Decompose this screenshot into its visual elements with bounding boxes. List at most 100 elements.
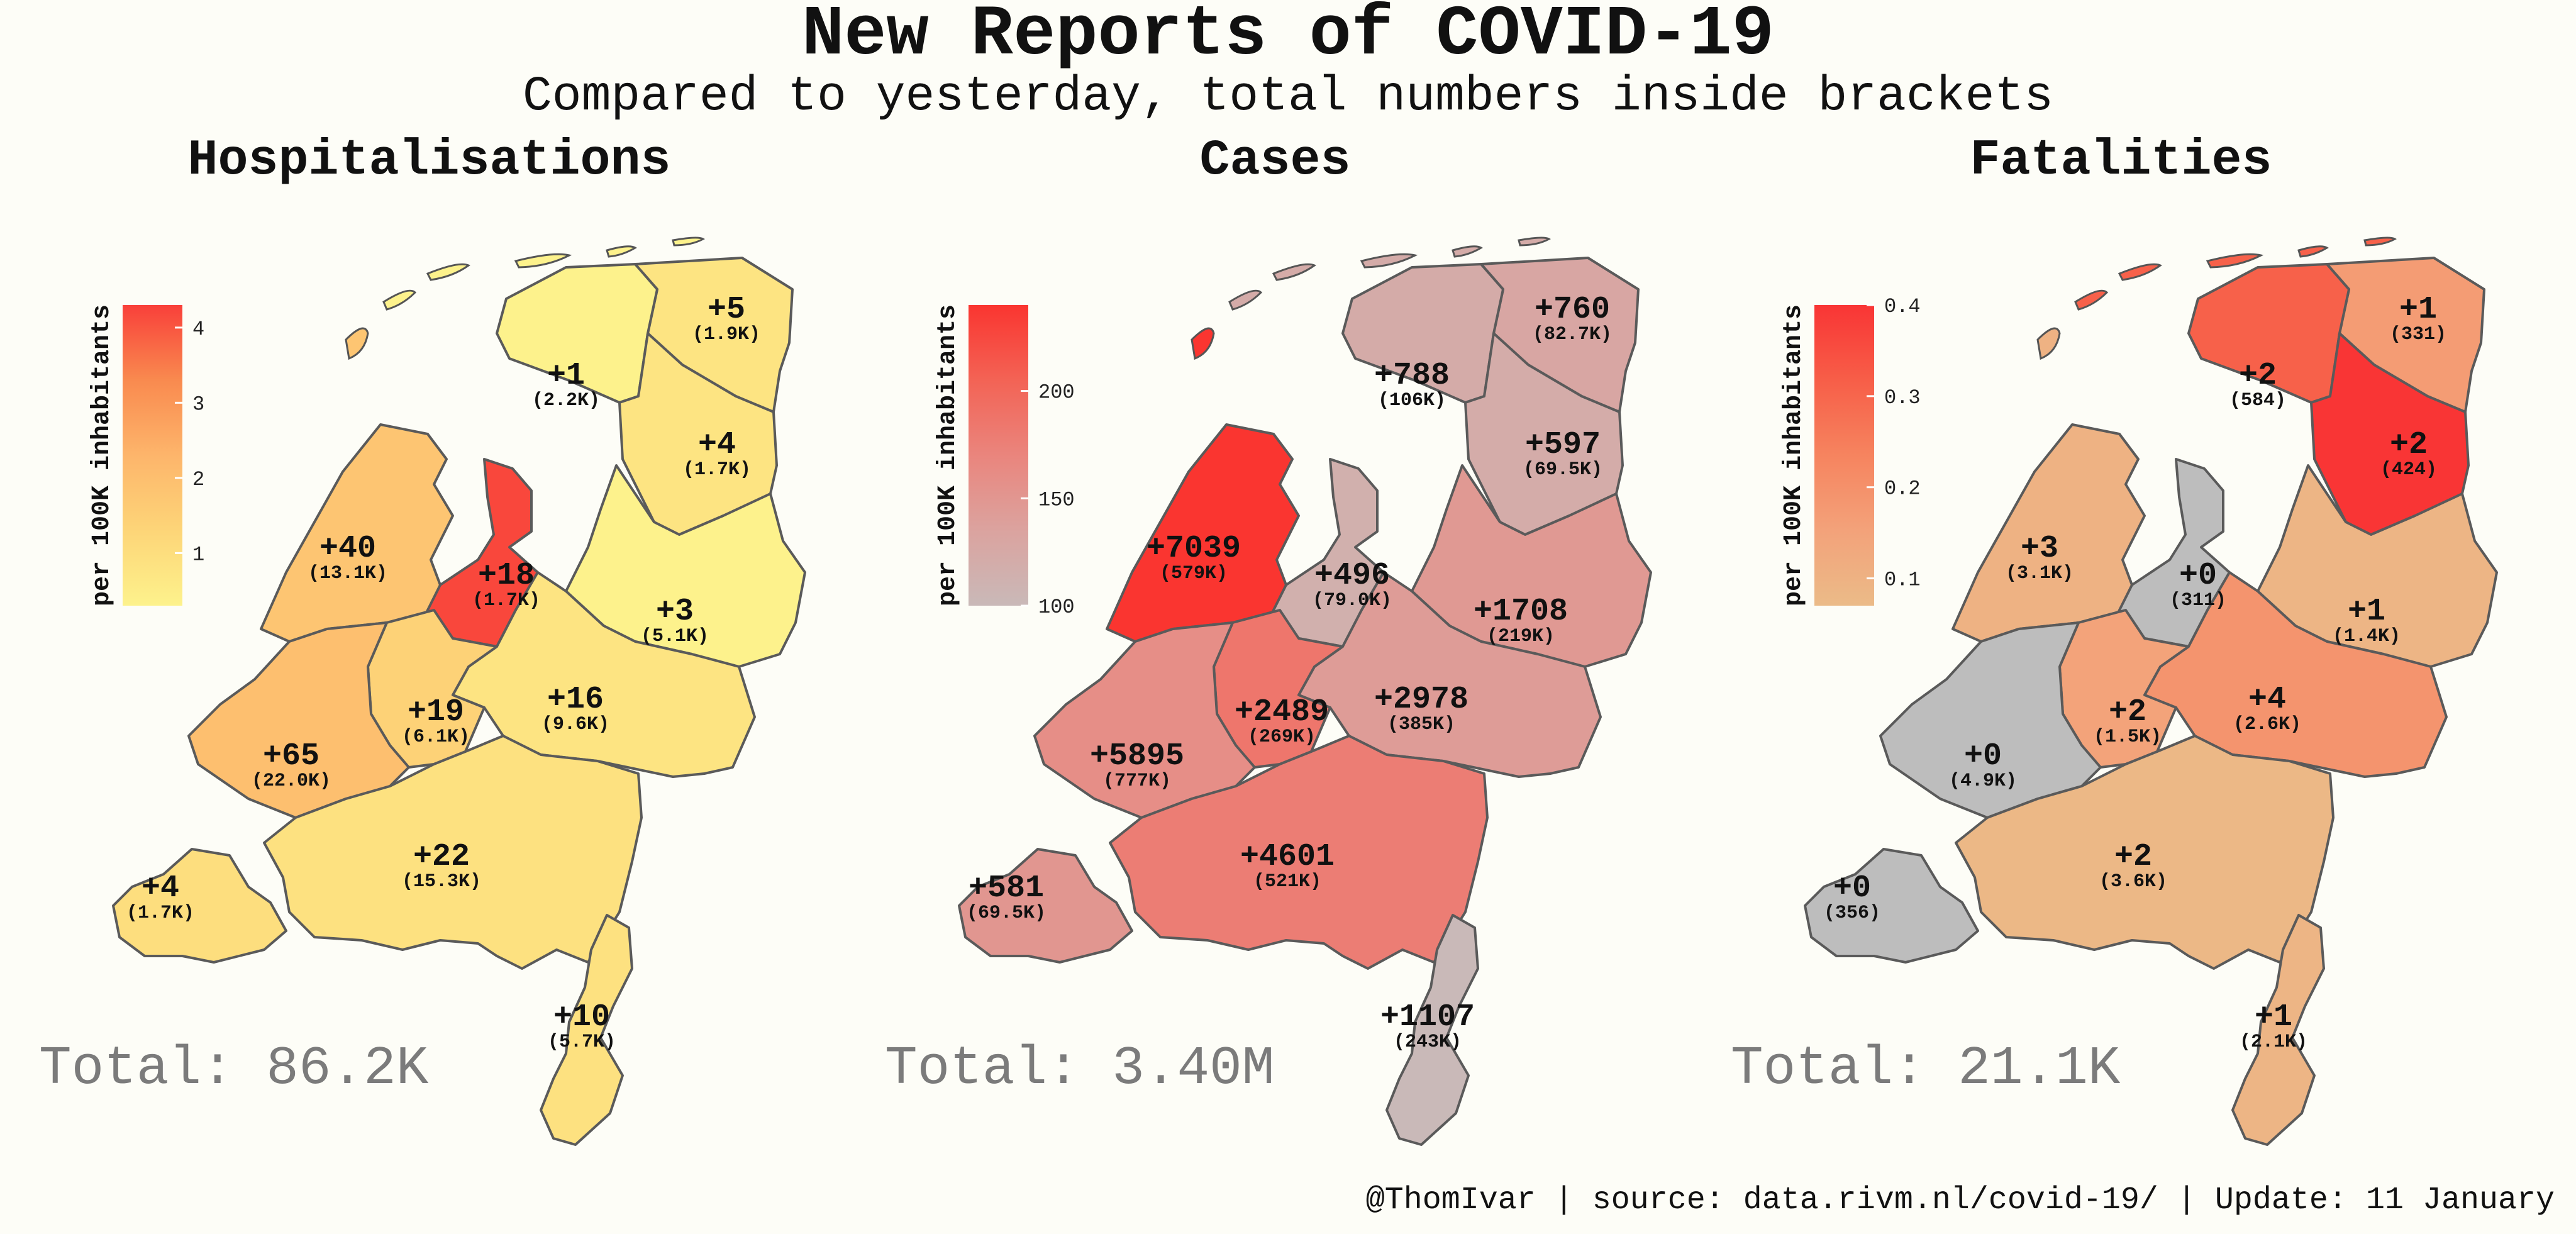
island-shape: [1360, 253, 1418, 269]
island-shape: [1191, 327, 1215, 360]
region-total-label: (219K): [1487, 626, 1555, 647]
region-change-label: +19: [408, 694, 464, 730]
region-change-label: +40: [319, 531, 376, 567]
island-shape: [2297, 245, 2329, 258]
region-total-label: (69.5K): [967, 903, 1046, 924]
region-total-label: (3.6K): [2099, 871, 2167, 892]
region-total-label: (106K): [1378, 390, 1446, 411]
island-shape: [345, 327, 369, 360]
colorbar-label: per 100K inhabitants: [934, 304, 962, 606]
island-shape: [2363, 236, 2397, 247]
region-change-label: +3: [2021, 531, 2058, 567]
colorbar-tick-label: 2: [192, 468, 204, 491]
cases-map: +760(82.7K) +788(106K) +597 (69.5K) +7039(57…: [934, 236, 1652, 1146]
region-change-label: +2: [2239, 358, 2277, 394]
region-change-label: +1: [547, 358, 585, 394]
region-change-label: +4: [2248, 682, 2286, 718]
region-change-label: +10: [553, 999, 610, 1035]
region-change-label: +4601: [1240, 839, 1335, 875]
cases-panel: Cases +760 (82.7K) +788 (106K) +597 (69.5K) +7…: [846, 132, 1704, 1176]
panel-title: Fatalities: [1970, 132, 2272, 189]
region-change-label: +0: [2179, 558, 2217, 594]
colorbar-tick-label: 0.1: [1884, 569, 1921, 592]
region-change-label: +1: [2399, 292, 2437, 328]
region-change-label: +0: [1964, 738, 2002, 774]
region-change-label: +597: [1525, 427, 1601, 463]
region-total-label: (22.0K): [252, 770, 331, 792]
source-footer: @ThomIvar | source: data.rivm.nl/covid-1…: [1365, 1182, 2555, 1218]
region-total-label: (331): [2390, 324, 2446, 345]
region-change-label: +3: [656, 594, 694, 630]
region-total-label: (82.7K): [1533, 324, 1612, 345]
colorbar-tick-label: 1: [192, 543, 204, 566]
region-change-label: +2: [2390, 427, 2428, 463]
province-overijssel: [2257, 464, 2498, 668]
region-total-label: (15.3K): [402, 871, 481, 892]
region-total-label: (1.9K): [692, 324, 760, 345]
colorbar: [1814, 305, 1874, 606]
region-change-label: +0: [1833, 870, 1871, 906]
region-total-label: (2.6K): [2233, 714, 2301, 735]
region-change-label: +18: [478, 558, 535, 594]
colorbar-tick-label: 150: [1038, 488, 1075, 511]
region-total-label: (424): [2380, 459, 2437, 481]
island-shape: [2206, 253, 2264, 269]
region-total-label: (6.1K): [402, 726, 470, 748]
province-zeeland: [1804, 848, 1979, 964]
region-total-label: (243K): [1394, 1031, 1462, 1053]
region-change-label: +1: [2255, 999, 2292, 1035]
region-total-label: (385K): [1387, 714, 1455, 735]
region-change-label: +2489: [1235, 694, 1329, 730]
region-change-label: +16: [547, 682, 604, 718]
total-label: Total: 3.40M: [885, 1038, 1275, 1099]
hospitalisations-map: +5(1.9K)+1(2.2K)+4(1.7K)+40(13.1K) +18(1.…: [88, 236, 806, 1146]
hospitalisations-panel: Hospitalisations +5 (1.9K) +1 (2.2K) +4 (1.7K…: [0, 132, 858, 1176]
region-total-label: (579K): [1160, 563, 1228, 584]
colorbar-tick-label: 3: [192, 392, 204, 416]
region-change-label: +65: [263, 738, 319, 774]
region-change-label: +760: [1535, 292, 1610, 328]
region-total-label: (2.2K): [532, 390, 600, 411]
colorbar-tick-label: 0.3: [1884, 386, 1921, 409]
colorbar-tick-label: 0.2: [1884, 477, 1921, 501]
chart-subtitle: Compared to yesterday, total numbers ins…: [523, 69, 2053, 125]
colorbar-tick-label: 4: [192, 318, 204, 341]
region-total-label: (13.1K): [308, 563, 387, 584]
region-change-label: +581: [969, 870, 1044, 906]
region-total-label: (311): [2170, 590, 2226, 611]
region-change-label: +496: [1314, 558, 1390, 594]
region-total-label: (1.7K): [472, 590, 540, 611]
colorbar-tick-label: 100: [1038, 596, 1075, 619]
island-shape: [1272, 263, 1316, 281]
region-total-label: (79.0K): [1313, 590, 1392, 611]
region-change-label: +4: [698, 427, 736, 463]
province-limburg: [540, 914, 633, 1146]
colorbar-label: per 100K inhabitants: [1780, 304, 1808, 606]
total-label: Total: 86.2K: [39, 1038, 429, 1099]
region-total-label: (1.5K): [2094, 726, 2162, 748]
island-shape: [2118, 263, 2162, 281]
province-zeeland: [958, 848, 1133, 964]
region-change-label: +788: [1374, 358, 1450, 394]
island-shape: [672, 236, 705, 247]
province-limburg: [2231, 914, 2325, 1146]
island-shape: [382, 289, 417, 311]
region-total-label: (1.7K): [126, 903, 194, 924]
region-total-label: (9.6K): [541, 714, 609, 735]
region-change-label: +7039: [1146, 531, 1241, 567]
colorbar-tick-label: 200: [1038, 381, 1075, 404]
region-change-label: +1708: [1474, 594, 1568, 630]
region-total-label: (356): [1824, 903, 1880, 924]
province-overijssel: [1411, 464, 1652, 668]
province-zeeland: [112, 848, 287, 964]
region-change-label: +4: [142, 870, 179, 906]
region-change-label: +1: [2348, 594, 2385, 630]
total-label: Total: 21.1K: [1731, 1038, 2121, 1099]
region-total-label: (584): [2229, 390, 2286, 411]
region-total-label: (269K): [1248, 726, 1316, 748]
panel-title: Cases: [1199, 132, 1351, 189]
colorbar: [969, 305, 1028, 606]
colorbar-tick-label: 0.4: [1884, 295, 1921, 318]
region-total-label: (5.7K): [548, 1031, 616, 1053]
province-limburg: [1385, 914, 1479, 1146]
